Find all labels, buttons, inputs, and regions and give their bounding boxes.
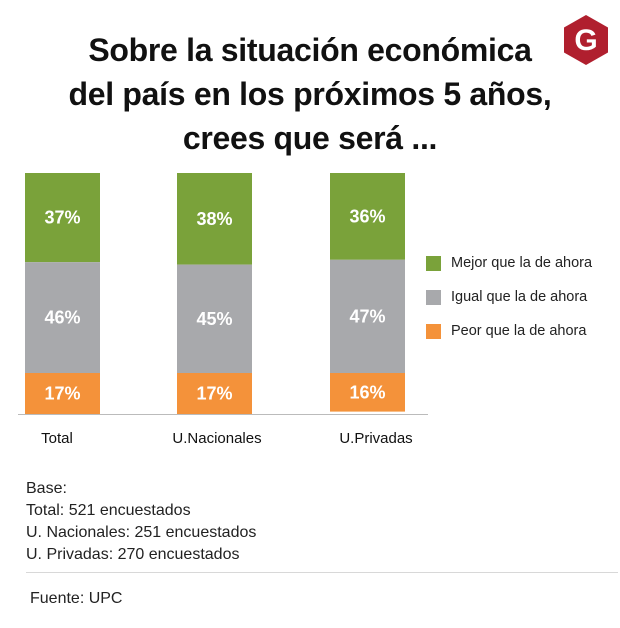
- base-line: U. Privadas: 270 encuestados: [26, 546, 240, 563]
- legend-label-igual: Igual que la de ahora: [451, 289, 588, 305]
- category-label: Total: [41, 430, 73, 447]
- logo-letter: G: [574, 24, 597, 57]
- bar-value-label: 45%: [196, 309, 232, 329]
- base-line: Total: 521 encuestados: [26, 502, 191, 519]
- bar-value-label: 38%: [196, 209, 232, 229]
- bar-segment-peor: [330, 373, 405, 412]
- bar-segment-igual: [177, 264, 252, 374]
- bar-value-label: 17%: [196, 384, 232, 404]
- logo-hexagon: [564, 15, 608, 65]
- legend-item-igual: Igual que la de ahora: [426, 280, 592, 314]
- bar-segment-mejor: [330, 173, 405, 260]
- bar-value-label: 17%: [44, 384, 80, 404]
- bar-value-label: 16%: [349, 382, 385, 402]
- bar-segment-igual: [330, 259, 405, 374]
- bar-value-label: 37%: [44, 208, 80, 228]
- legend-swatch-igual: [426, 289, 441, 305]
- bar-value-label: 47%: [349, 306, 385, 326]
- title-line: del país en los próximos 5 años,: [68, 76, 552, 112]
- legend-label-mejor: Mejor que la de ahora: [451, 255, 593, 271]
- title-line: Sobre la situación económica: [88, 32, 532, 68]
- bar-value-label: 36%: [349, 206, 385, 226]
- bar-segment-igual: [25, 262, 100, 374]
- bar-segment-peor: [25, 373, 100, 414]
- base-line: U. Nacionales: 251 encuestados: [26, 524, 257, 541]
- stacked-bar-chart: 37% 46% 17% Total 38% 45% 17% U.Nacionales 36% 47…: [18, 173, 428, 447]
- chart-legend: Mejor que la de ahora Igual que la de ah…: [426, 246, 592, 348]
- legend-swatch-peor: [426, 323, 441, 339]
- g-logo-icon: G: [564, 15, 608, 65]
- legend-item-mejor: Mejor que la de ahora: [426, 246, 592, 280]
- legend-swatch-mejor: [426, 255, 441, 271]
- title-line: crees que será ...: [182, 120, 438, 156]
- bar-segment-peor: [177, 373, 252, 414]
- chart-title: Sobre la situación económica del país en…: [0, 28, 620, 160]
- bar-segment-mejor: [25, 173, 100, 263]
- bar-segment-mejor: [177, 173, 252, 265]
- source-note: Fuente: UPC: [30, 590, 123, 607]
- legend-item-peor: Peor que la de ahora: [426, 314, 592, 348]
- category-label: U.Nacionales: [172, 430, 261, 447]
- category-label: U.Privadas: [339, 430, 412, 447]
- bar-value-label: 46%: [44, 308, 80, 328]
- divider: [26, 572, 618, 573]
- base-heading: Base:: [26, 480, 67, 497]
- legend-label-peor: Peor que la de ahora: [451, 323, 587, 339]
- sample-base: Base: Total: 521 encuestados U. Nacional…: [26, 478, 256, 566]
